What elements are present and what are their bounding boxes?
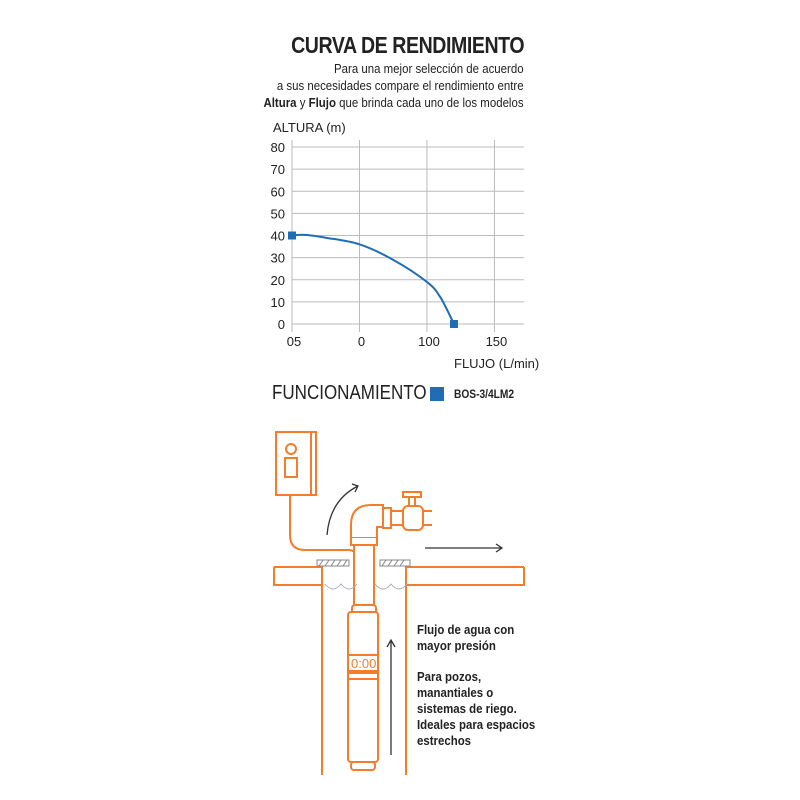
- pump-display: [347, 654, 379, 672]
- valve-handle: [402, 491, 422, 498]
- series-line: [291, 233, 455, 325]
- indicator-light: [285, 443, 297, 455]
- y-tick-label: 70: [271, 162, 285, 177]
- y-axis-label: ALTURA (m): [273, 120, 346, 135]
- x-axis-label: FLUJO (L/min): [454, 356, 540, 371]
- note-line: mayor presión: [417, 638, 496, 653]
- submersible-pump: [347, 604, 379, 771]
- x-tick-label: 0: [358, 334, 365, 349]
- data-point-marker: [449, 320, 458, 328]
- note-flow: Flujo de agua con mayor presión: [417, 622, 514, 654]
- flow-arrow-vertical-icon: [386, 638, 396, 755]
- note-line: Flujo de agua con: [417, 622, 515, 637]
- note-usage: Para pozos, manantiales o sistemas de ri…: [417, 669, 535, 749]
- section-title: FUNCIONAMIENTO: [272, 382, 427, 404]
- y-tick-label: 20: [271, 273, 285, 288]
- subtitle-line: a sus necesidades compare el rendimiento…: [277, 78, 524, 93]
- y-tick-label: 0: [278, 317, 285, 332]
- y-tick-label: 40: [271, 229, 285, 244]
- power-switch-icon: [284, 457, 298, 478]
- legend-label: BOS-3/4LM2: [454, 387, 515, 401]
- page-title: CURVA DE RENDIMIENTO: [290, 32, 524, 58]
- flow-arrow-right-icon: [425, 543, 504, 553]
- legend-swatch: [430, 387, 444, 401]
- note-line: Para pozos,: [417, 669, 482, 684]
- ground: [273, 566, 525, 775]
- y-tick-label: 80: [271, 140, 285, 155]
- flow-arrow-up-icon: [326, 483, 359, 536]
- pipe: [350, 491, 432, 616]
- subtitle: Para una mejor selección de acuerdo a su…: [264, 60, 524, 111]
- subtitle-bold: Flujo: [309, 95, 337, 110]
- note-line: Ideales para espacios: [417, 717, 536, 732]
- ground-hatch: [316, 559, 411, 590]
- subtitle-text: que brinda cada uno de los modelos: [336, 95, 524, 110]
- data-point-marker: [288, 231, 296, 240]
- water-surface: [324, 583, 408, 590]
- y-tick-label: 10: [271, 295, 285, 310]
- y-tick-label: 50: [271, 206, 285, 221]
- valve: [402, 505, 424, 531]
- x-tick-label: 150: [486, 334, 508, 349]
- subtitle-text: y: [296, 95, 310, 110]
- subtitle-line: Para una mejor selección de acuerdo: [334, 61, 524, 76]
- subtitle-bold: Altura: [263, 95, 297, 110]
- subtitle-line: Altura y Flujo que brinda cada uno de lo…: [264, 94, 524, 111]
- x-tick-label: 05: [287, 334, 301, 349]
- note-line: estrechos: [417, 733, 472, 748]
- control-box: [275, 431, 317, 496]
- x-tick-label: 100: [418, 334, 440, 349]
- note-line: manantiales o: [417, 685, 494, 700]
- pump-label: 0:00: [351, 656, 376, 671]
- note-line: sistemas de riego.: [417, 701, 517, 716]
- legend: BOS-3/4LM2: [430, 387, 525, 401]
- power-cable: [289, 495, 358, 559]
- y-tick-label: 30: [271, 251, 285, 266]
- y-tick-label: 60: [271, 184, 285, 199]
